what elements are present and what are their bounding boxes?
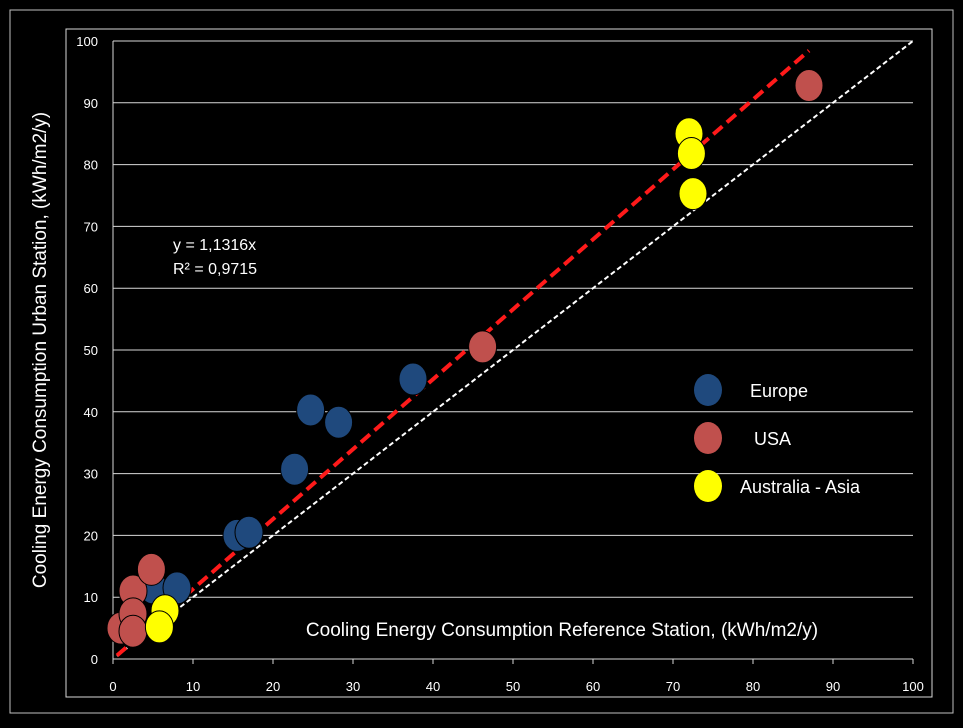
data-point: [280, 452, 310, 486]
data-point: [296, 393, 326, 427]
data-point: [118, 614, 148, 648]
data-points: [106, 68, 824, 648]
chart-border: [9, 9, 954, 714]
y-tick-label: 70: [84, 219, 98, 234]
x-tick-label: 10: [186, 679, 200, 694]
x-tick-label: 0: [109, 679, 116, 694]
data-point: [676, 136, 706, 170]
y-tick-label: 20: [84, 528, 98, 543]
data-point: [324, 405, 354, 439]
r-squared-annotation: R² = 0,9715: [173, 261, 257, 278]
legend-marker: [694, 422, 722, 454]
x-axis-label: Cooling Energy Consumption Reference Sta…: [306, 620, 818, 641]
x-tick-label: 40: [426, 679, 440, 694]
x-tick-label: 80: [746, 679, 760, 694]
x-tick-label: 90: [826, 679, 840, 694]
y-tick-label: 10: [84, 590, 98, 605]
x-tick-label: 50: [506, 679, 520, 694]
x-tick-label: 70: [666, 679, 680, 694]
y-axis-label: Cooling Energy Consumption Urban Station…: [30, 112, 51, 588]
legend-label: USA: [754, 429, 791, 449]
legend-marker: [694, 470, 722, 502]
legend-label: Europe: [750, 381, 808, 401]
data-point: [468, 330, 498, 364]
y-tick-label: 50: [84, 343, 98, 358]
data-point: [794, 68, 824, 102]
y-tick-label: 90: [84, 96, 98, 111]
y-tick-label: 80: [84, 158, 98, 173]
x-tick-label: 100: [902, 679, 924, 694]
x-tick-label: 30: [346, 679, 360, 694]
y-tick-label: 0: [91, 652, 98, 667]
legend-marker: [694, 374, 722, 406]
x-tick-label: 20: [266, 679, 280, 694]
equation-annotation: y = 1,1316x: [173, 237, 256, 254]
x-tick-label: 60: [586, 679, 600, 694]
data-point: [398, 362, 428, 396]
y-tick-label: 60: [84, 281, 98, 296]
y-tick-label: 40: [84, 405, 98, 420]
data-point: [144, 610, 174, 644]
legend: Europe USA Australia - Asia: [694, 374, 861, 502]
data-point: [136, 552, 166, 586]
legend-label: Australia - Asia: [740, 477, 861, 497]
data-point: [678, 177, 708, 211]
y-tick-label: 100: [76, 34, 98, 49]
y-tick-label: 30: [84, 467, 98, 482]
data-point: [234, 515, 264, 549]
chart-text: Cooling Energy Consumption Reference Sta…: [30, 112, 818, 641]
plot-frame: [65, 28, 933, 698]
axes: 0 10 20 30 40 50 60 70 80 90 100 0 10 20 30 40 50 60 70 80 9…: [65, 28, 933, 698]
